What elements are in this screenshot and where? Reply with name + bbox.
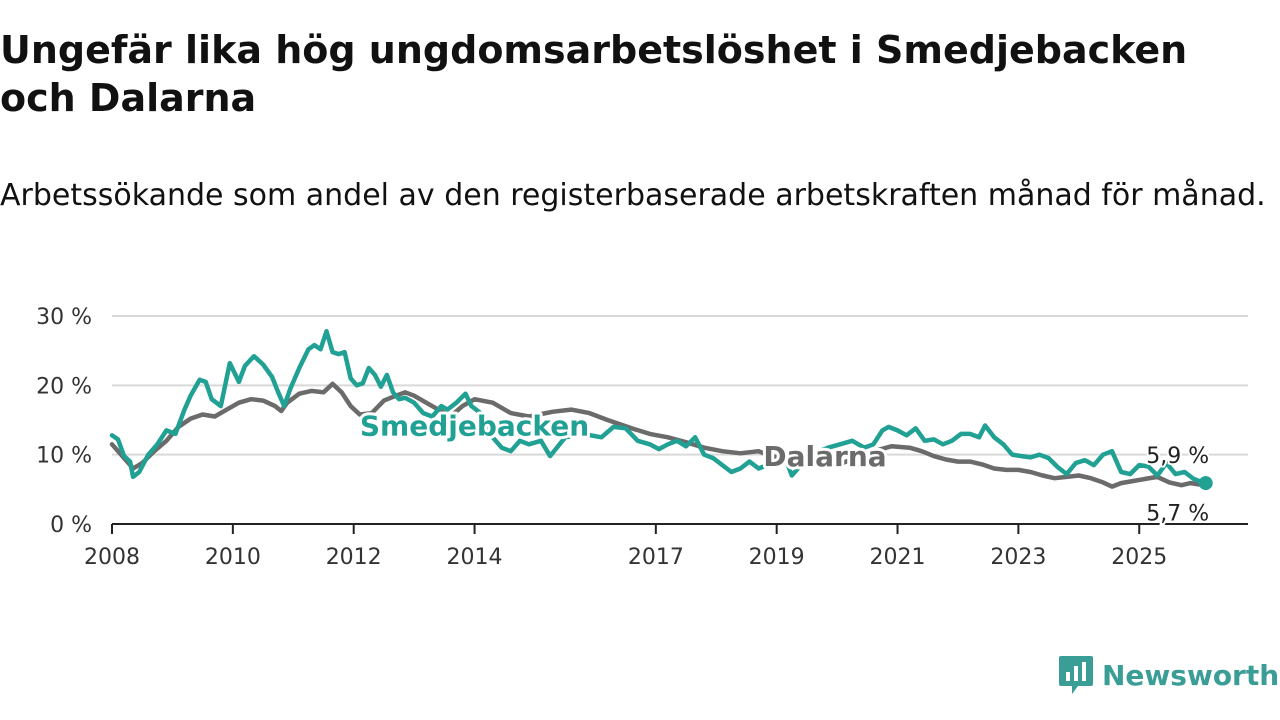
x-axis-ticks: 2008 2010 2012 2014 2017 2019 2021 2023 2025	[84, 524, 1167, 570]
dalarna-end-value: 5,7 %	[1146, 501, 1209, 526]
newsworthy-brand-name: Newsworthy	[1102, 658, 1280, 692]
y-tick-label: 0 %	[50, 513, 92, 538]
y-axis-labels: 0 % 10 % 20 % 30 %	[36, 305, 92, 538]
series-line-smedjebacken	[109, 329, 1208, 486]
chart-subtitle: Arbetssökande som andel av den registerb…	[0, 178, 1266, 213]
dalarna-series-label: Dalarna	[763, 440, 886, 473]
chart-title: Ungefär lika hög ungdomsarbetslöshet i S…	[0, 28, 1188, 120]
x-tick-label: 2010	[205, 545, 261, 570]
smedjebacken-series-label: Smedjebacken	[360, 409, 589, 442]
smedjebacken-end-marker	[1198, 476, 1213, 491]
x-tick-label: 2017	[628, 545, 684, 570]
y-gridlines	[112, 315, 1248, 456]
x-tick-label: 2023	[990, 545, 1046, 570]
line-chart: 0 % 10 % 20 % 30 % 2008 2010 2012 2014 2017 2019…	[36, 305, 1248, 570]
series-line-dalarna	[109, 381, 1208, 489]
x-tick-label: 2012	[326, 545, 382, 570]
x-tick-label: 2021	[870, 545, 926, 570]
x-tick-label: 2014	[447, 545, 503, 570]
newsworthy-logo: Newsworthy	[1058, 654, 1280, 696]
y-tick-label: 10 %	[36, 444, 92, 469]
smedjebacken-end-value: 5,9 %	[1146, 444, 1209, 469]
x-tick-label: 2008	[84, 545, 140, 570]
x-tick-label: 2019	[749, 545, 805, 570]
y-tick-label: 30 %	[36, 305, 92, 330]
newsworthy-logo-icon	[1059, 656, 1093, 694]
series-lines	[109, 329, 1213, 491]
series-labels: 5,9 % 5,7 % Smedjebacken Dalarna	[357, 406, 1211, 528]
y-tick-label: 20 %	[36, 374, 92, 399]
x-tick-label: 2025	[1111, 545, 1167, 570]
